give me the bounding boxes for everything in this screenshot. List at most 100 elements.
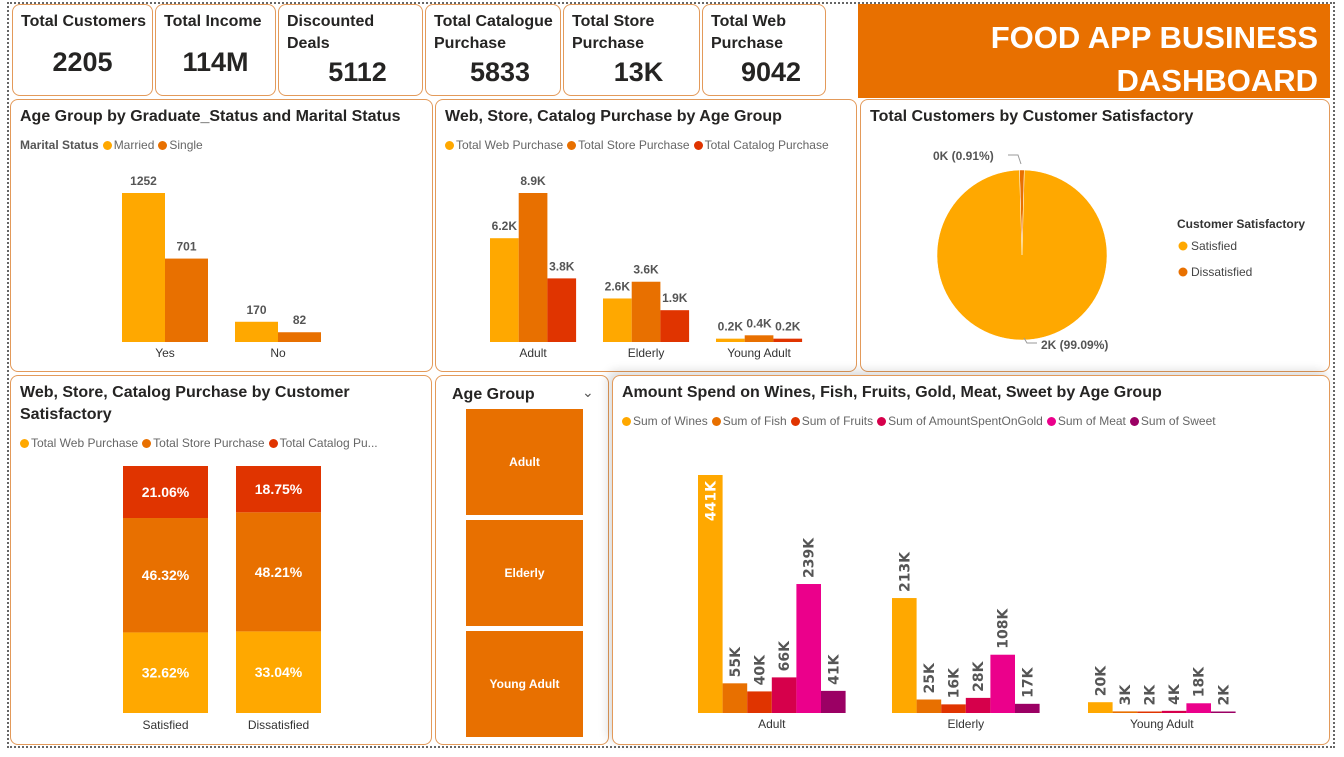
bar[interactable] — [1112, 711, 1138, 713]
category-label: Young Adult — [1130, 717, 1194, 731]
legend-dot — [711, 417, 721, 426]
slicer-option-adult[interactable]: Adult — [466, 409, 583, 515]
bar[interactable] — [603, 298, 632, 342]
legend-dot — [1178, 267, 1188, 277]
data-label: 239K — [802, 537, 818, 578]
slicer-title: Age Group — [452, 386, 535, 403]
legend-label: Sum of Fruits — [801, 414, 874, 428]
marital-status-chart[interactable]: Age Group by Graduate_Status and Marital… — [10, 99, 433, 372]
data-label: 16K — [947, 667, 963, 698]
bar[interactable] — [1211, 711, 1236, 714]
data-label: 66K — [777, 640, 793, 671]
bar[interactable] — [1015, 703, 1040, 713]
bar[interactable] — [278, 332, 321, 342]
data-label: 4K — [1167, 683, 1183, 705]
bar[interactable] — [1088, 702, 1113, 713]
category-label: Adult — [519, 346, 547, 360]
age-group-slicer[interactable]: Age Group ⌄ Adult Elderly Young Adult — [435, 375, 609, 745]
data-label: 0.2K — [718, 320, 744, 334]
kpi-label: Total Catalogue Purchase — [434, 13, 553, 52]
legend-label: Married — [113, 138, 155, 152]
plot-area: 0K (0.91%) 2K (99.09%) Customer Satisfacto… — [933, 149, 1305, 352]
legend-item: Sum of Sweet — [1129, 414, 1216, 428]
chevron-down-icon[interactable]: ⌄ — [582, 384, 594, 400]
chart-legend: Total Web Purchase Total Store Purchase To… — [20, 436, 382, 450]
bar[interactable] — [744, 335, 774, 342]
bar[interactable] — [518, 193, 548, 342]
title-line-2: DASHBOARD — [1116, 63, 1319, 98]
data-label: 2K — [1143, 684, 1159, 706]
data-label: 28K — [971, 660, 987, 691]
bar[interactable] — [1186, 703, 1211, 713]
legend-label: Total Store Purchase — [153, 436, 265, 450]
bar[interactable] — [916, 699, 942, 713]
data-label: 21.06% — [142, 484, 190, 500]
stacked-segment[interactable] — [123, 466, 208, 519]
slicer-option-young-adult[interactable]: Young Adult — [466, 631, 583, 737]
legend-label: Sum of Fish — [722, 414, 787, 428]
bar[interactable] — [821, 690, 846, 713]
bar[interactable] — [722, 683, 748, 713]
kpi-value: 5112 — [328, 57, 387, 87]
bar[interactable] — [631, 281, 661, 342]
chart-legend: Total Web Purchase Total Store Purchase To… — [445, 138, 833, 152]
legend-dot — [877, 417, 887, 426]
data-label: 20K — [1093, 665, 1109, 696]
data-label: 48.21% — [255, 564, 303, 580]
legend-dot — [622, 417, 631, 426]
bar[interactable] — [892, 598, 917, 713]
kpi-label: Total Income — [164, 13, 262, 30]
stacked-segment[interactable] — [123, 518, 208, 633]
amount-spent-chart[interactable]: Amount Spend on Wines, Fish, Fruits, Gol… — [612, 375, 1330, 745]
chart-legend: Marital Status Married Single — [20, 138, 207, 152]
bar[interactable] — [660, 310, 690, 342]
chart-title: Age Group by Graduate_Status and Marital… — [20, 108, 401, 125]
plot-area: 6.2K 8.9K 3.8K Adult 2.6K3.6K1.9K Elderly 0.2K… — [490, 174, 803, 360]
kpi-card[interactable]: Total Store Purchase 13K — [563, 4, 700, 96]
kpi-card[interactable]: Total Income 114M — [155, 4, 276, 96]
bar[interactable] — [1161, 710, 1187, 713]
bar[interactable] — [165, 258, 208, 342]
purchase-by-age-chart[interactable]: Web, Store, Catalog Purchase by Age Grou… — [435, 99, 857, 372]
purchase-by-satisfaction-chart[interactable]: Web, Store, Catalog Purchase by Customer… — [10, 375, 432, 745]
bar[interactable] — [698, 475, 723, 713]
legend-dot — [1046, 417, 1056, 426]
stacked-segment[interactable] — [236, 512, 321, 632]
bar[interactable] — [716, 338, 745, 342]
kpi-card[interactable]: Discounted Deals 5112 — [278, 4, 423, 96]
legend-dot — [142, 439, 152, 448]
slicer-option-elderly[interactable]: Elderly — [466, 520, 583, 626]
bar[interactable] — [796, 584, 821, 713]
category-label: Yes — [155, 346, 175, 360]
stacked-segment[interactable] — [123, 632, 208, 713]
bar[interactable] — [747, 691, 772, 713]
kpi-value: 13K — [613, 57, 664, 87]
bar[interactable] — [773, 338, 803, 342]
kpi-card[interactable]: Total Web Purchase 9042 — [702, 4, 826, 96]
category-label: No — [270, 346, 286, 360]
legend-item: Sum of Wines — [622, 414, 708, 428]
bar[interactable] — [547, 278, 577, 342]
kpi-card[interactable]: Total Catalogue Purchase 5833 — [425, 4, 561, 96]
bar[interactable] — [1137, 711, 1162, 714]
legend-title: Customer Satisfactory — [1177, 217, 1305, 231]
pie-slice[interactable] — [936, 169, 1108, 341]
data-label: 18K — [1192, 666, 1208, 697]
data-label: 0.2K — [775, 320, 801, 334]
bar[interactable] — [965, 697, 991, 713]
legend-item: Total Catalog Pu... — [268, 436, 378, 450]
bar[interactable] — [941, 704, 966, 713]
satisfaction-pie-chart[interactable]: Total Customers by Customer Satisfactory… — [860, 99, 1330, 372]
legend-dot — [268, 439, 278, 448]
kpi-card[interactable]: Total Customers 2205 — [12, 4, 153, 96]
stacked-segment[interactable] — [236, 631, 321, 713]
legend-label: Sum of Sweet — [1140, 414, 1216, 428]
stacked-segment[interactable] — [236, 466, 321, 513]
bar[interactable] — [771, 677, 797, 713]
bar[interactable] — [122, 193, 165, 342]
legend-title: Marital Status — [20, 138, 99, 152]
bar[interactable] — [990, 654, 1015, 713]
bar[interactable] — [490, 238, 519, 342]
legend-item: Sum of AmountSpentOnGold — [877, 414, 1043, 428]
bar[interactable] — [235, 321, 278, 342]
